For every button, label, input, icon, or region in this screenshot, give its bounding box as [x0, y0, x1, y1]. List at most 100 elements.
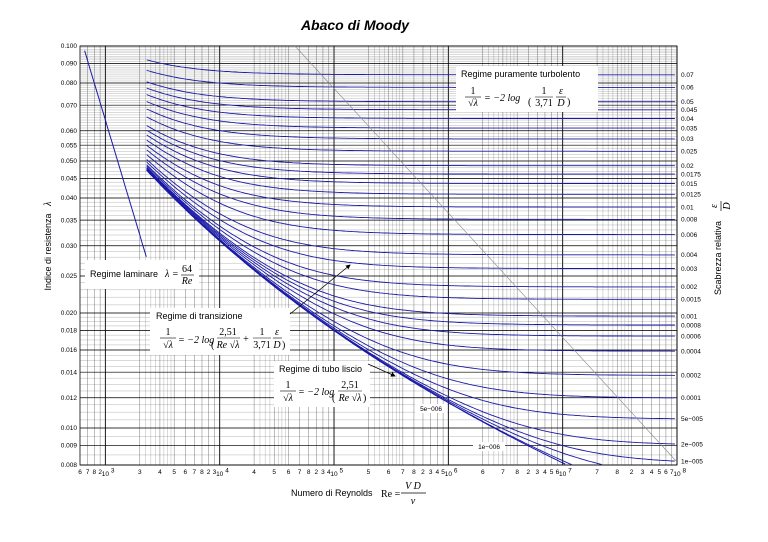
smooth-paren-open: (	[332, 393, 336, 404]
roughness-curve	[146, 168, 675, 352]
x-tick-label: 5	[550, 469, 554, 476]
y-tick-label: 0.010	[61, 425, 78, 432]
x-tick-major-exp: 8	[683, 468, 687, 475]
turbulent-paren-close: )	[567, 97, 570, 108]
transition-b-den: 3,71	[253, 340, 271, 351]
x-tick-label: 5	[657, 469, 661, 476]
laminar-title: Regime laminare	[90, 269, 158, 279]
x-tick-label: 3	[641, 469, 645, 476]
roughness-curve	[146, 168, 675, 337]
x-tick-major-label: 10	[102, 471, 110, 478]
roughness-curve	[146, 161, 675, 269]
smooth-eq: = −2 log	[298, 387, 334, 398]
y-tick-label: 0.045	[61, 176, 78, 183]
transition-paren-open: (	[211, 340, 215, 351]
x-tick-label: 8	[307, 469, 311, 476]
x-tick-label: 6	[183, 469, 187, 476]
x-tick-major-label: 10	[559, 471, 567, 478]
roughness-curve	[146, 165, 675, 300]
y-tick-label: 0.012	[61, 395, 78, 402]
laminar-annotation-box	[85, 260, 199, 289]
x-tick-label: 3	[138, 469, 142, 476]
x-axis-formula-num: V D	[405, 481, 421, 492]
transition-eq: = −2 log	[178, 335, 214, 346]
turbulent-lhs-num: 1	[471, 86, 476, 97]
laminar-num: 64	[182, 264, 192, 275]
laminar-lhs: λ =	[164, 269, 179, 280]
roughness-label: 0.05	[681, 99, 694, 106]
curves-group	[84, 45, 678, 466]
transition-paren-close: )	[282, 340, 285, 351]
roughness-label: 0.0004	[681, 348, 701, 355]
x-tick-label: 3	[321, 469, 325, 476]
x-tick-label: 2	[98, 469, 102, 476]
curve-label-bg	[415, 404, 447, 413]
x-tick-label: 7	[193, 469, 197, 476]
x-tick-label: 3	[213, 469, 217, 476]
turbulent-boundary-line	[294, 45, 678, 463]
x-tick-label: 6	[481, 469, 485, 476]
x-axis-label-text: Numero di Reynolds	[291, 488, 373, 498]
transition-c-num: ε	[275, 327, 279, 338]
roughness-curve	[146, 149, 675, 220]
y-tick-label: 0.080	[61, 80, 78, 87]
y-tick-label: 0.018	[61, 328, 78, 335]
y-tick-label: 0.055	[61, 142, 78, 149]
y-axis-label: Indice di resistenza λ	[43, 201, 54, 291]
smooth-pipe-curve	[146, 169, 566, 465]
roughness-curve	[146, 164, 675, 288]
roughness-label: 0.008	[681, 217, 698, 224]
y-axis-label-symbol: λ	[43, 201, 54, 207]
transition-plus: +	[243, 334, 249, 345]
turbulent-title: Regime puramente turbolento	[461, 69, 580, 79]
x-tick-label: 2	[314, 469, 318, 476]
chart-title: Abaco di Moody	[300, 17, 410, 33]
x-tick-label: 2	[526, 469, 530, 476]
curve-label: 1e−006	[478, 444, 500, 451]
x-tick-label: 3	[429, 469, 433, 476]
transition-arrow	[289, 264, 351, 315]
turbulent-paren-open: (	[528, 97, 532, 108]
y-tick-label: 0.008	[61, 462, 78, 469]
roughness-curve	[146, 154, 675, 236]
roughness-label: 0.0008	[681, 322, 701, 329]
roughness-curve	[146, 129, 675, 175]
x-tick-label: 8	[200, 469, 204, 476]
turbulent-a-num: 1	[542, 86, 547, 97]
transition-annotation-box	[150, 308, 290, 355]
roughness-label: 0.004	[681, 252, 698, 259]
x-tick-label: 4	[650, 469, 654, 476]
turbulent-a-den: 3,71	[535, 98, 553, 109]
x-tick-label: 2	[421, 469, 425, 476]
y-tick-label: 0.040	[61, 195, 78, 202]
roughness-label: 0.0001	[681, 395, 701, 402]
x-tick-label: 4	[543, 469, 547, 476]
annotations-group: 5e−006 1e−006 Regime puramente turbolento 1…	[85, 66, 598, 451]
roughness-curve	[146, 125, 675, 167]
x-tick-label: 4	[435, 469, 439, 476]
x-axis-label: Numero di Reynolds Re = V D ν	[291, 481, 426, 507]
roughness-label: 0.02	[681, 163, 694, 170]
curve-label: 5e−006	[420, 406, 442, 413]
smooth-annotation-box	[274, 361, 370, 407]
turbulent-b-num: ε	[559, 86, 563, 97]
y-tick-label: 0.020	[61, 310, 78, 317]
smooth-lhs-den: √λ	[283, 393, 293, 404]
transition-a-den: Re √λ	[216, 340, 241, 351]
turbulent-lhs-den: √λ	[468, 98, 478, 109]
transition-c-den: D	[272, 340, 281, 351]
turbulent-b-den: D	[556, 98, 565, 109]
laminar-den: Re	[181, 276, 193, 287]
right-axis-formula-num: ε	[709, 204, 720, 208]
x-tick-label: 6	[287, 469, 291, 476]
transition-lhs-num: 1	[166, 327, 171, 338]
x-tick-label: 6	[556, 469, 560, 476]
x-tick-major-exp: 7	[568, 468, 572, 475]
x-tick-label: 7	[501, 469, 505, 476]
x-axis-formula-den: ν	[411, 496, 416, 507]
roughness-curve	[146, 101, 675, 129]
y-tick-label: 0.070	[61, 102, 78, 109]
x-tick-major-label: 10	[330, 471, 338, 478]
x-tick-major-label: 10	[445, 471, 453, 478]
